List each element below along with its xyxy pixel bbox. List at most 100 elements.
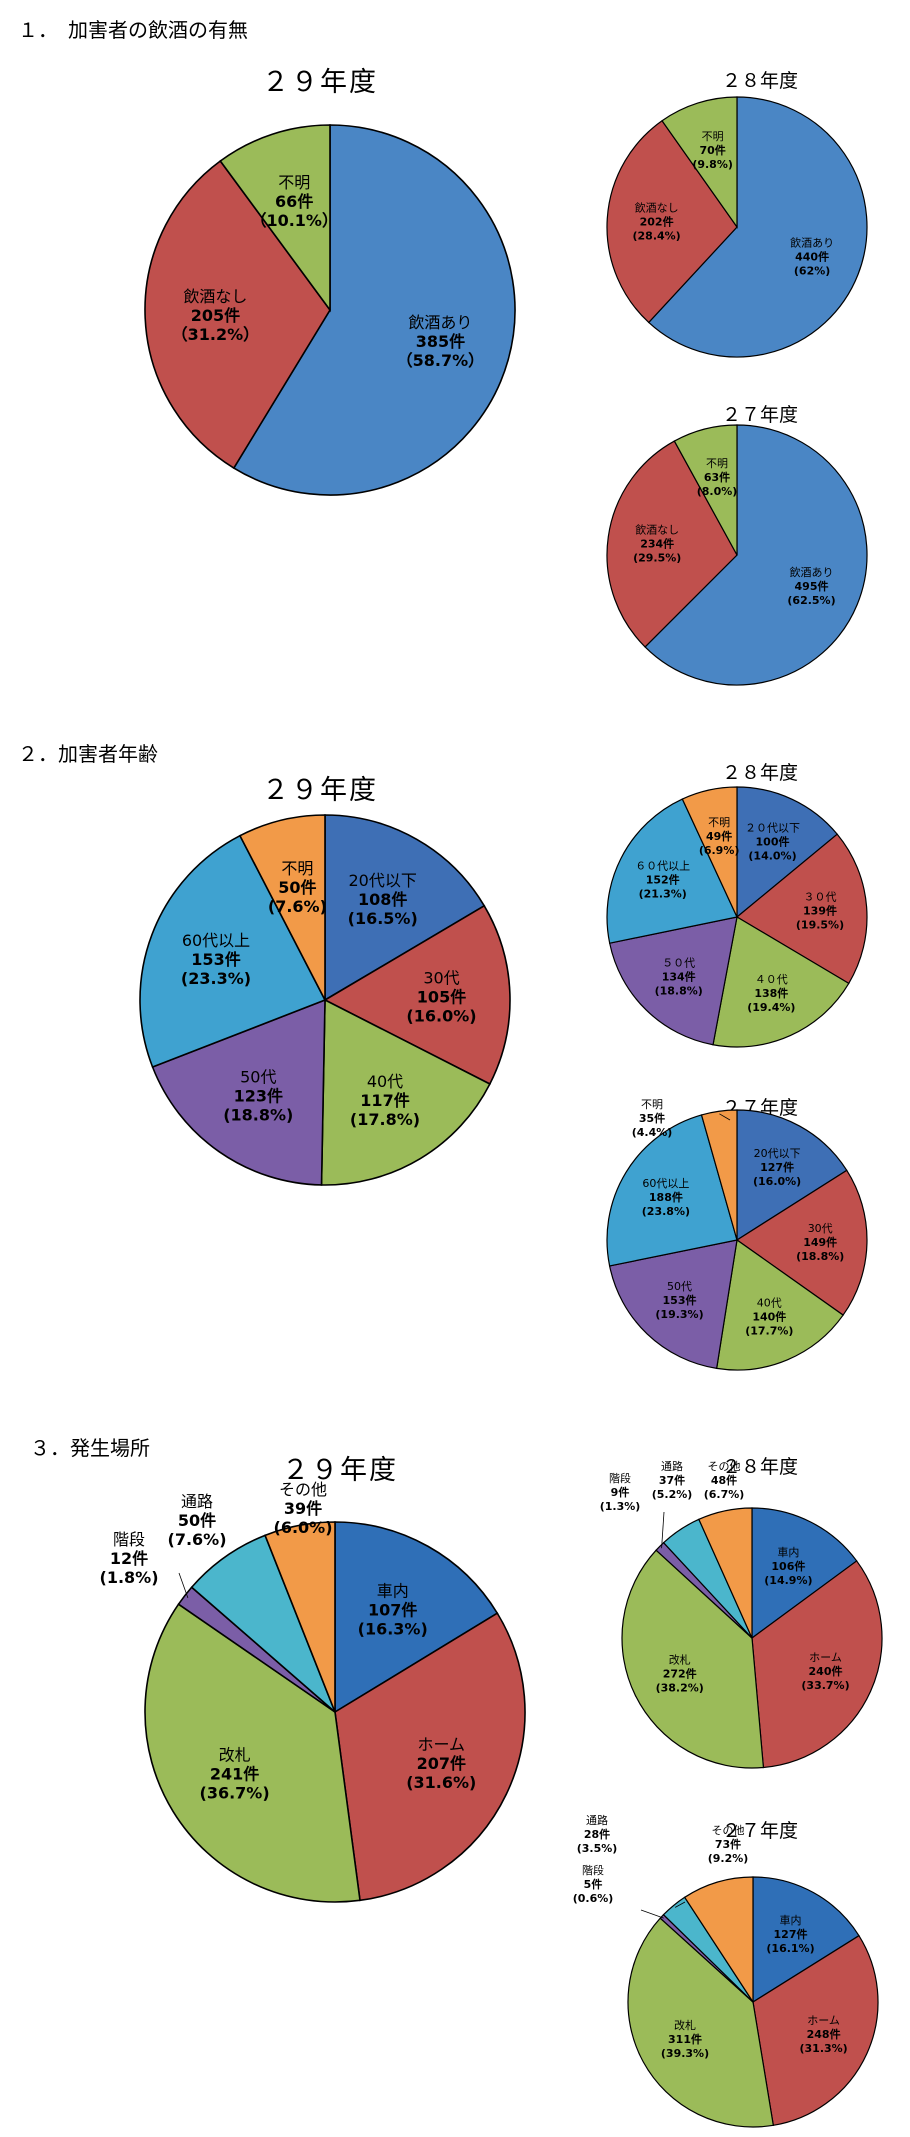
slice-label-count-passage: 37件 (659, 1473, 685, 1487)
slice-label-percent-in-car: (16.3%) (358, 1619, 428, 1638)
slice-label-name-drinking-no: 飲酒なし (635, 201, 679, 215)
slice-label-name-unknown: 不明 (708, 816, 730, 829)
pie-slice-platform (752, 1934, 879, 2127)
slice-label-name-unknown: 不明 (706, 457, 728, 470)
pie-slice-unknown (219, 124, 331, 313)
slice-label-count-age-50: 153件 (663, 1293, 697, 1307)
slice-label-percent-other: (9.2%) (708, 1852, 749, 1865)
slice-label-percent-passage: (3.5%) (577, 1842, 618, 1855)
slice-label-percent-in-car: (16.1%) (766, 1942, 814, 1955)
slice-label-count-other: 39件 (284, 1499, 322, 1518)
slice-label-name-platform: ホーム (418, 1735, 466, 1754)
slice-label-count-age-30: 105件 (417, 987, 466, 1006)
section-title-location: ３．発生場所 (30, 1436, 150, 1460)
slice-label-name-in-car: 車内 (780, 1913, 802, 1927)
slice-label-count-in-car: 127件 (774, 1927, 808, 1941)
chart-title-location-h29: ２９年度 (282, 1455, 398, 1486)
slice-label-percent-passage: (7.6%) (168, 1530, 227, 1549)
pie-slice-age-40 (712, 916, 850, 1048)
slice-label-percent-age-30: (19.5%) (796, 919, 844, 932)
pie-slice-drinking-yes (232, 124, 516, 496)
slice-label-name-drinking-no: 飲酒なし (635, 523, 679, 537)
slice-label-percent-passage: (5.2%) (652, 1488, 693, 1501)
section-title-age: ２．加害者年齢 (18, 742, 158, 766)
leader-line-stairs (178, 1572, 189, 1599)
chart-title-location-h27: ２７年度 (721, 1820, 798, 1842)
pie-slice-age-20 (324, 814, 486, 1002)
slice-label-percent-in-car: (14.9%) (764, 1574, 812, 1587)
slice-label-name-drinking-yes: 飲酒あり (790, 235, 834, 249)
slice-label-name-other: その他 (708, 1460, 741, 1473)
slice-label-name-unknown: 不明 (278, 173, 310, 192)
slice-label-percent-drinking-no: (28.4%) (632, 230, 680, 243)
pie-slice-unknown (238, 814, 326, 1001)
slice-label-percent-unknown: (4.4%) (632, 1126, 673, 1139)
chart-title-alcohol-h29: ２９年度 (262, 67, 378, 98)
slice-label-name-age-50: ５０代 (662, 956, 695, 969)
slice-label-name-other: その他 (712, 1824, 745, 1837)
slice-label-percent-ticket-gate: (39.3%) (661, 2047, 709, 2060)
slice-label-percent-ticket-gate: (38.2%) (656, 1682, 704, 1695)
slice-label-percent-age-50: (18.8%) (223, 1106, 293, 1125)
pie-slice-other (683, 1876, 754, 2005)
slice-label-count-unknown: 49件 (706, 829, 732, 843)
slice-label-name-age-40: ４０代 (755, 973, 788, 986)
slice-label-count-unknown: 70件 (699, 143, 725, 157)
slice-label-count-unknown: 35件 (639, 1111, 665, 1125)
pie-slice-age-20 (736, 1109, 848, 1242)
slice-label-percent-drinking-yes: （58.7%） (397, 351, 485, 370)
pie-slice-drinking-yes (644, 424, 868, 686)
slice-label-name-passage: 通路 (661, 1460, 683, 1473)
pie-slice-unknown (673, 424, 738, 556)
slice-label-name-ticket-gate: 改札 (669, 1653, 691, 1667)
slice-label-percent-age-40: (17.7%) (745, 1325, 793, 1338)
pie-slices (606, 424, 868, 686)
slice-label-name-age-40: 40代 (367, 1072, 403, 1091)
slice-label-count-age-60: 152件 (646, 873, 680, 887)
slice-label-count-age-20: 127件 (760, 1160, 794, 1174)
slice-label-name-age-30: ３０代 (804, 891, 837, 904)
slice-label-percent-drinking-yes: (62%) (794, 264, 830, 277)
slice-label-count-stairs: 12件 (110, 1549, 148, 1568)
slice-label-percent-unknown: （10.1%） (250, 211, 338, 230)
slice-label-count-platform: 207件 (417, 1754, 466, 1773)
slice-label-count-age-30: 149件 (803, 1235, 837, 1249)
pie-slice-age-40 (715, 1238, 844, 1371)
slice-label-count-drinking-no: 202件 (640, 215, 674, 229)
slice-label-count-age-50: 123件 (234, 1087, 283, 1106)
leader-line-passage (675, 1901, 686, 1908)
slice-label-name-in-car: 車内 (377, 1581, 409, 1600)
pie-slices (621, 1507, 883, 1769)
pie-slice-unknown (661, 96, 738, 229)
pie-slice-unknown (700, 1109, 738, 1241)
chart-title-age-h28: ２８年度 (721, 762, 798, 784)
pie-slices (144, 124, 516, 496)
slice-label-name-unknown: 不明 (641, 1098, 663, 1111)
slice-label-name-stairs: 階段 (609, 1471, 631, 1485)
slice-label-percent-other: (6.7%) (704, 1488, 745, 1501)
slice-label-name-unknown: 不明 (702, 130, 724, 143)
slice-label-name-unknown: 不明 (281, 859, 313, 878)
slice-label-name-drinking-yes: 飲酒あり (408, 313, 472, 332)
pie-slices (606, 786, 868, 1048)
slice-label-count-ticket-gate: 272件 (663, 1667, 697, 1681)
slice-label-count-stairs: 5件 (584, 1877, 603, 1891)
slice-label-name-stairs: 階段 (113, 1530, 145, 1549)
pie-slice-drinking-yes (647, 96, 868, 358)
slice-label-count-age-40: 117件 (360, 1091, 409, 1110)
slice-label-name-passage: 通路 (586, 1814, 608, 1827)
pie-slice-drinking-no (606, 119, 738, 324)
slice-label-count-ticket-gate: 311件 (668, 2032, 702, 2046)
slice-label-percent-age-50: (18.8%) (655, 984, 703, 997)
slice-label-count-unknown: 50件 (278, 878, 316, 897)
slice-label-percent-age-60: (23.3%) (181, 969, 251, 988)
slice-label-count-stairs: 9件 (611, 1485, 630, 1499)
